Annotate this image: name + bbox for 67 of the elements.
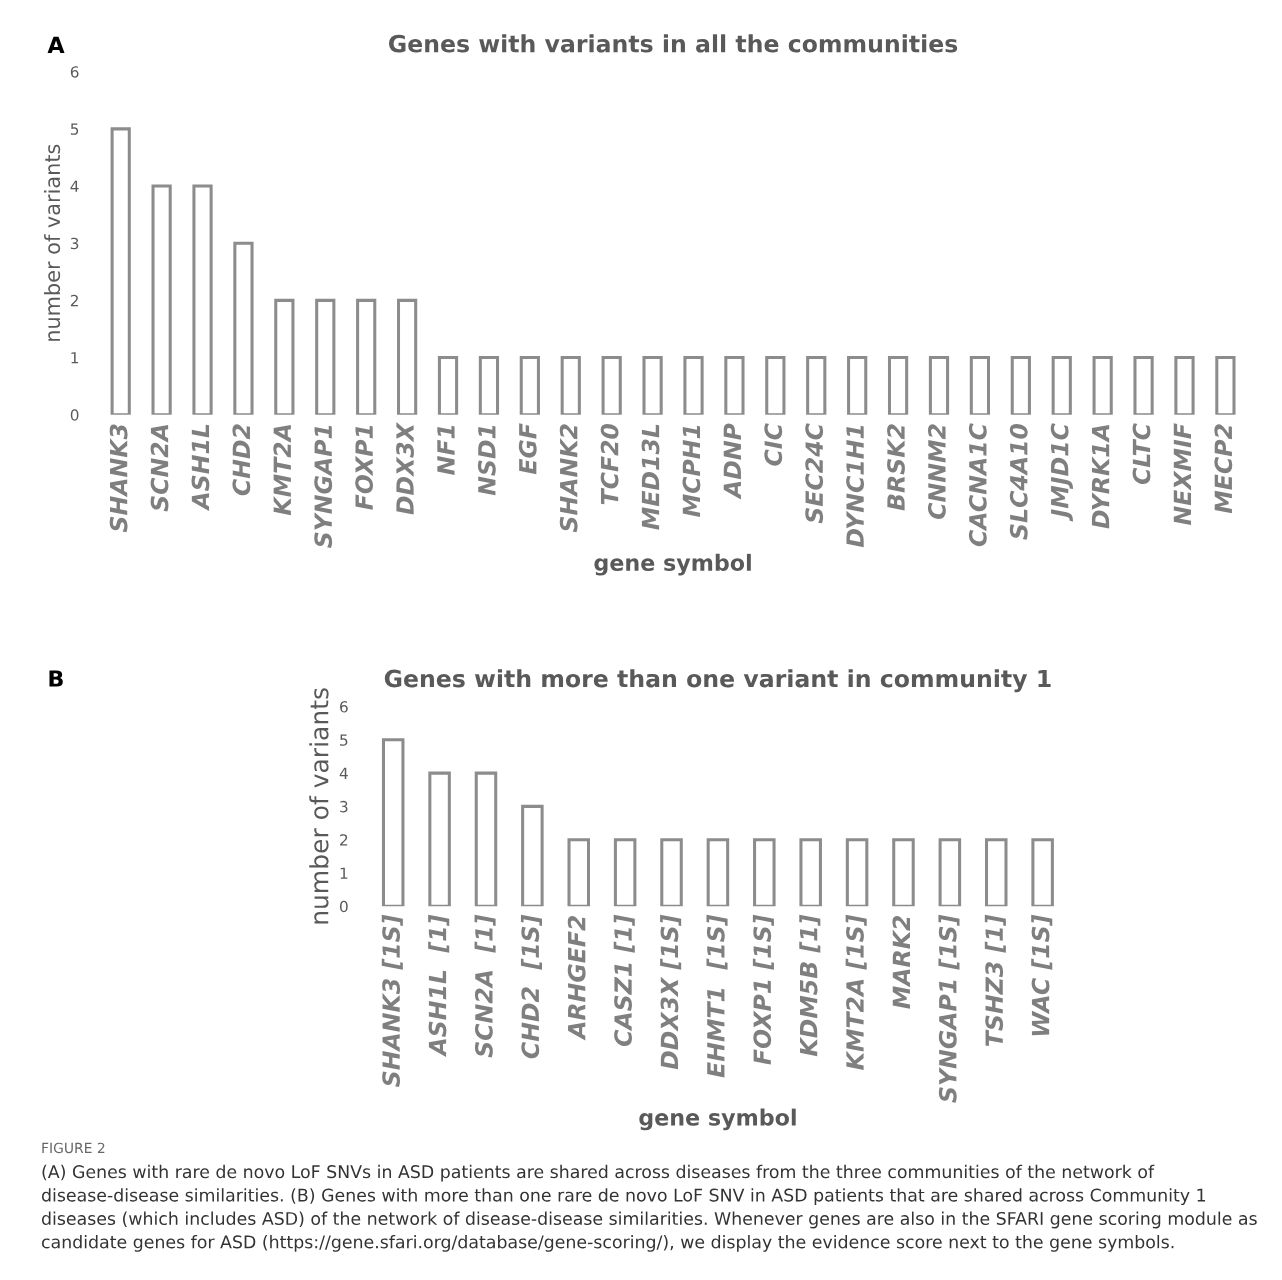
x-tick-label: WAC [1S]: [1031, 914, 1053, 1036]
text: A: [47, 36, 65, 53]
x-tick-label: ARHGEF2: [567, 915, 586, 1041]
x-tick-label: TCF20: [600, 423, 619, 505]
x-axis-title: gene symbol: [594, 553, 751, 576]
x-tick-label: EHMT1 [1S]: [706, 914, 728, 1078]
y-axis-title: number of variants: [309, 688, 329, 924]
y-tick-label: 4: [339, 767, 348, 779]
x-tick-label: CNNM2: [927, 424, 946, 519]
x-tick-label: NEXMIF: [1173, 423, 1191, 526]
x-tick-label: CACNA1C: [968, 423, 987, 547]
x-tick-label: KMT2A [1S]: [845, 914, 867, 1070]
x-tick-label: SCN2A [1]: [474, 914, 496, 1058]
y-tick-label: 5: [70, 123, 79, 135]
x-tick-label: ASH1L [1]: [428, 914, 450, 1058]
x-tick-label: KMT2A: [273, 425, 291, 516]
x-tick-label: CASZ1 [1]: [613, 914, 635, 1047]
x-tick-label: MED13L: [641, 424, 660, 530]
x-tick-label: SYNGAP1 [1S]: [938, 914, 960, 1103]
x-tick-label: TSHZ3 [1]: [984, 914, 1006, 1047]
x-tick-label: SHANK2: [559, 424, 578, 533]
x-tick-label: ADNP: [723, 423, 741, 500]
x-tick-label: MCPH1: [682, 425, 701, 517]
y-tick-label: 2: [340, 834, 348, 846]
x-tick-label: FOXP1 [1S]: [752, 914, 774, 1065]
y-tick-label: 6: [70, 66, 79, 78]
x-tick-label: CLTC: [1132, 423, 1151, 485]
x-tick-label: NSD1: [477, 425, 496, 496]
x-tick-label: SLC4A10: [1009, 423, 1028, 540]
text: B: [49, 670, 63, 687]
x-tick-label: FOXP1: [355, 425, 374, 510]
x-tick-label: SHANK3 [1S]: [381, 914, 403, 1087]
x-axis-title: gene symbol: [639, 1108, 796, 1131]
x-tick-label: DYNC1H1: [846, 425, 865, 548]
y-tick-label: 6: [340, 701, 348, 713]
y-tick-label: 5: [340, 734, 348, 746]
x-tick-label: KDM5B [1]: [799, 914, 821, 1057]
x-tick-label: SHANK3: [109, 424, 128, 533]
y-tick-label: 1: [340, 867, 348, 879]
y-tick-label: 0: [339, 900, 348, 913]
x-tick-label: JMJD1C: [1050, 423, 1073, 522]
y-tick-label: 4: [70, 180, 79, 192]
y-axis-title: number of variants: [44, 144, 61, 341]
x-tick-label: DYRK1A: [1091, 425, 1110, 529]
y-tick-label: 0: [70, 409, 79, 421]
x-tick-label: CHD2 [1S]: [520, 914, 542, 1059]
y-tick-label: 3: [340, 800, 348, 813]
x-tick-label: SYNGAP1: [314, 425, 333, 548]
chart-title: Genes with variants in all the communities: [389, 34, 958, 53]
y-tick-label: 2: [70, 294, 78, 307]
x-tick-label: SEC24C: [805, 423, 824, 524]
x-tick-label: BRSK2: [887, 424, 905, 511]
y-tick-label: 3: [70, 237, 79, 250]
x-tick-label: CIC: [764, 423, 783, 466]
x-tick-label: MECP2: [1214, 424, 1233, 514]
x-tick-label: NF1: [437, 425, 455, 475]
x-tick-label: EGF: [518, 423, 537, 475]
x-tick-label: DDX3X: [396, 422, 414, 515]
x-tick-label: CHD2: [232, 424, 251, 496]
chart-title: Genes with more than one variant in community 1: [384, 669, 1051, 693]
x-tick-label: MARK2: [892, 915, 910, 1009]
y-tick-label: 1: [71, 352, 79, 364]
x-tick-label: ASH1L: [191, 424, 210, 512]
x-tick-label: DDX3X [1S]: [660, 914, 682, 1070]
text: (A) Genes with rare de novo LoF SNVs in ASD patients are shared across diseases from the three communities of the network of disease-disease similarities. (B) Genes with more than one rare de novo LoF SNV in ASD patients that are shared across Community 1 diseases (which includes ASD) of the network of disease-disease similarities. Whenever genes are also in the SFARI gene scoring module as candidate genes for ASD (https://gene.sfari.org/database/gene-scoring/), we display the evidence score next to the gene symbols.: [41, 1164, 1257, 1252]
x-tick-label: SCN2A: [150, 425, 169, 512]
caption: FIGURE 2: [42, 1142, 105, 1154]
